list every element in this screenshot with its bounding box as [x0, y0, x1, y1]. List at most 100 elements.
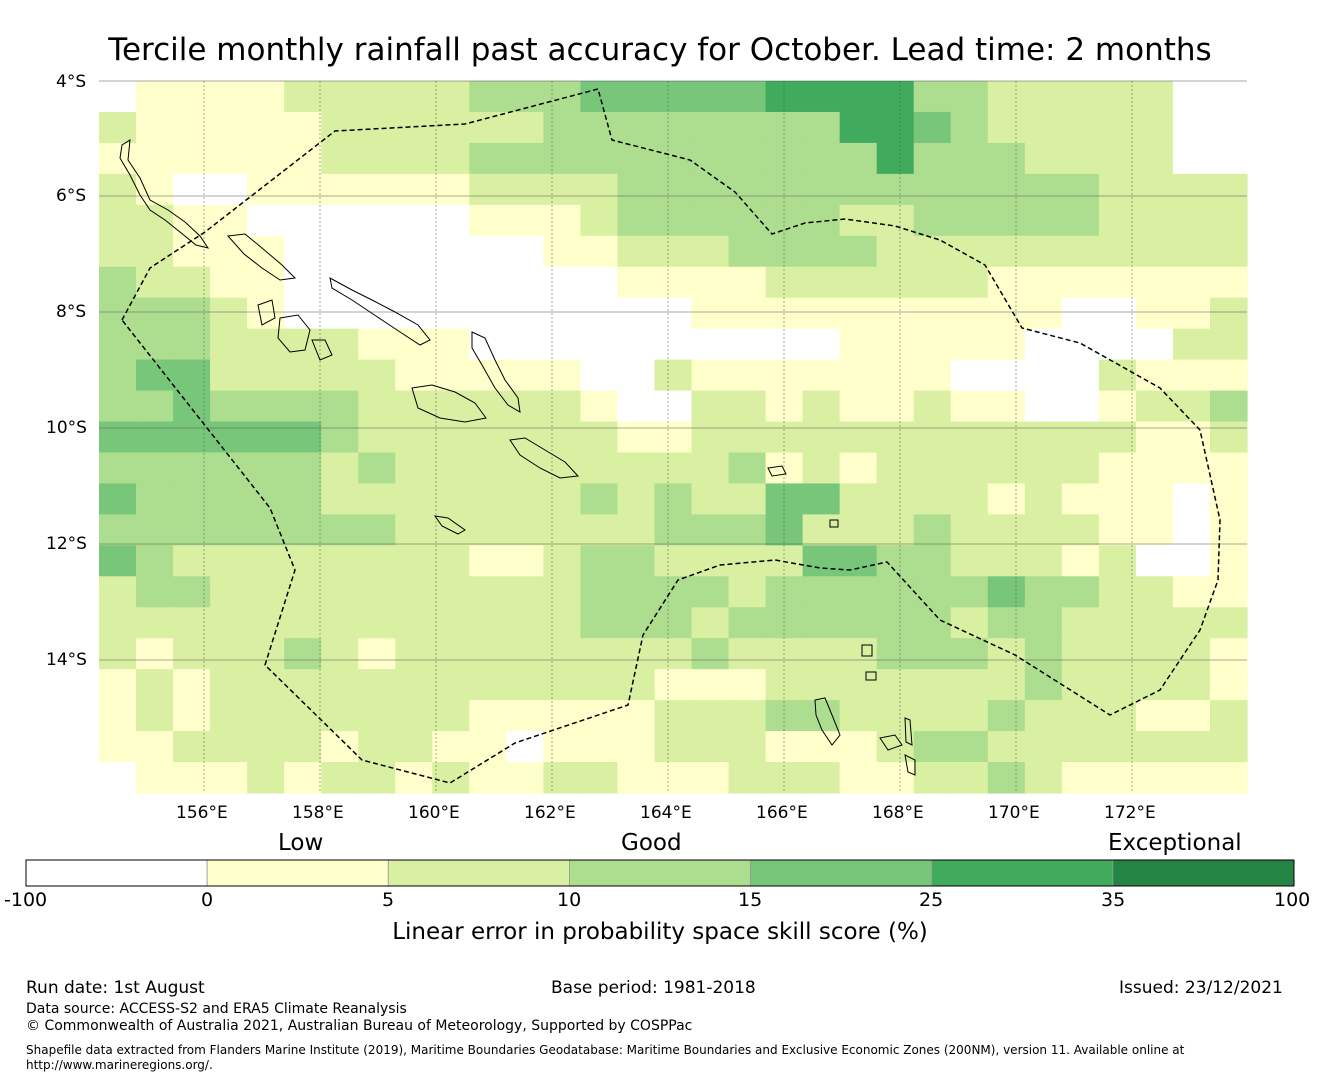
- grid-cell: [654, 111, 693, 144]
- grid-cell: [247, 328, 285, 361]
- grid-cell: [506, 607, 544, 639]
- grid-cell: [839, 700, 878, 732]
- grid-cell: [617, 204, 656, 237]
- grid-cell: [691, 297, 730, 330]
- grid-cell: [876, 204, 915, 237]
- grid-cell: [173, 266, 211, 299]
- grid-cell: [284, 235, 322, 268]
- grid-cell: [395, 669, 433, 701]
- grid-cell: [1209, 390, 1248, 423]
- grid-cell: [728, 390, 767, 423]
- grid-cell: [1098, 328, 1137, 361]
- grid-cell: [173, 359, 211, 392]
- grid-cell: [543, 545, 582, 577]
- grid-cell: [358, 266, 396, 299]
- grid-cell: [1024, 576, 1063, 608]
- grid-cell: [765, 173, 804, 206]
- grid-cell: [395, 328, 433, 361]
- grid-cell: [395, 266, 433, 299]
- grid-cell: [691, 731, 730, 763]
- grid-cell: [469, 297, 507, 330]
- colorbar-tick-label: 5: [382, 889, 395, 911]
- grid-cell: [1061, 235, 1100, 268]
- grid-cell: [876, 669, 915, 701]
- grid-cell: [1135, 731, 1174, 763]
- grid-cell: [765, 514, 804, 546]
- colorbar-tick-label: 15: [738, 889, 763, 911]
- grid-cell: [321, 545, 359, 577]
- grid-cell: [1135, 328, 1174, 361]
- grid-cell: [617, 545, 656, 577]
- grid-cell: [802, 452, 841, 485]
- grid-cell: [506, 669, 544, 701]
- grid-cell: [950, 390, 989, 423]
- grid-cell: [617, 762, 656, 794]
- grid-cell: [765, 669, 804, 701]
- grid-cell: [284, 421, 322, 454]
- grid-cell: [691, 266, 730, 299]
- lon-label-172e: 172°E: [1104, 803, 1156, 823]
- grid-cell: [876, 328, 915, 361]
- lon-label-160e: 160°E: [408, 803, 460, 823]
- grid-cell: [1061, 266, 1100, 299]
- grid-cell: [1061, 421, 1100, 454]
- grid-cell: [395, 421, 433, 454]
- grid-cell: [1135, 297, 1174, 330]
- grid-cell: [876, 762, 915, 794]
- lat-label-12s: 12°S: [46, 534, 87, 554]
- grid-cell: [543, 390, 582, 423]
- grid-cell: [1209, 638, 1248, 670]
- grid-cell: [469, 81, 507, 113]
- grid-cell: [765, 731, 804, 763]
- grid-cell: [765, 576, 804, 608]
- grid-cell: [987, 204, 1026, 237]
- grid-cell: [654, 607, 693, 639]
- grid-cell: [728, 638, 767, 670]
- grid-cell: [728, 607, 767, 639]
- grid-cell: [1061, 514, 1100, 546]
- grid-cell: [765, 390, 804, 423]
- grid-cell: [876, 514, 915, 546]
- grid-cell: [469, 204, 507, 237]
- grid-cell: [617, 111, 656, 144]
- grid-cell: [580, 762, 619, 794]
- grid-cell: [617, 607, 656, 639]
- grid-cell: [913, 328, 952, 361]
- grid-cell: [395, 483, 433, 515]
- grid-cell: [432, 700, 470, 732]
- grid-cell: [1172, 545, 1211, 577]
- grid-cell: [876, 638, 915, 670]
- grid-cell: [617, 452, 656, 485]
- grid-cell: [691, 700, 730, 732]
- grid-cell: [136, 762, 174, 794]
- grid-cell: [1135, 483, 1174, 515]
- rennell-island: [433, 515, 466, 535]
- grid-cell: [469, 700, 507, 732]
- grid-cell: [728, 81, 767, 113]
- grid-cell: [1098, 514, 1137, 546]
- grid-cell: [987, 669, 1026, 701]
- grid-cell: [136, 235, 174, 268]
- grid-cell: [432, 545, 470, 577]
- grid-cell: [1209, 669, 1248, 701]
- grid-cell: [913, 607, 952, 639]
- grid-cell: [543, 762, 582, 794]
- grid-cell: [247, 111, 285, 144]
- grid-cell: [802, 700, 841, 732]
- grid-cell: [506, 762, 544, 794]
- grid-cell: [136, 297, 174, 330]
- grid-cell: [950, 576, 989, 608]
- grid-cell: [765, 452, 804, 485]
- grid-cell: [691, 452, 730, 485]
- grid-cell: [543, 235, 582, 268]
- grid-cell: [913, 638, 952, 670]
- grid-cell: [173, 235, 211, 268]
- grid-cell: [432, 235, 470, 268]
- colorbar-title: Linear error in probability space skill …: [392, 919, 928, 945]
- lat-label-10s: 10°S: [46, 418, 87, 438]
- grid-cell: [728, 142, 767, 175]
- grid-cell: [1172, 762, 1211, 794]
- grid-cell: [506, 638, 544, 670]
- grid-cell: [728, 297, 767, 330]
- grid-cell: [839, 514, 878, 546]
